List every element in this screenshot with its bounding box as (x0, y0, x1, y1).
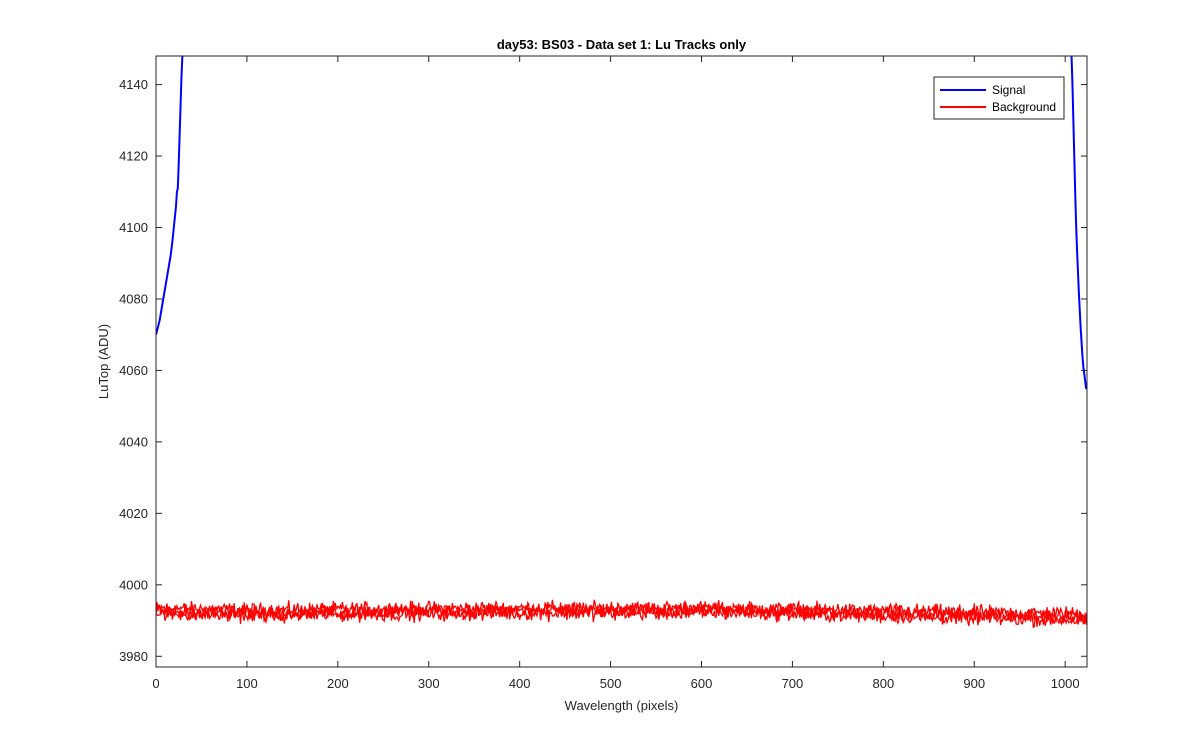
x-tick-label: 400 (509, 676, 531, 691)
x-tick-label: 0 (152, 676, 159, 691)
x-tick-label: 800 (872, 676, 894, 691)
y-axis-title: LuTop (ADU) (96, 324, 111, 399)
y-tick-label: 4000 (119, 577, 148, 592)
y-tick-label: 4040 (119, 434, 148, 449)
x-tick-label: 600 (691, 676, 713, 691)
legend-label-background: Background (992, 100, 1056, 114)
x-axis-title: Wavelength (pixels) (565, 698, 679, 713)
y-tick-label: 4080 (119, 291, 148, 306)
series-layer (156, 56, 1087, 629)
background-trace (156, 599, 1087, 625)
legend-box (933, 76, 1065, 120)
y-tick-label: 4020 (119, 506, 148, 521)
x-tick-label: 500 (600, 676, 622, 691)
y-tick-label: 4060 (119, 363, 148, 378)
y-tick-label: 4100 (119, 220, 148, 235)
x-tick-label: 100 (236, 676, 258, 691)
ticks-layer: 0 100 200 300 400 500 600 700 800 900 1000 3980 4000… (119, 56, 1087, 691)
y-tick-label: 4140 (119, 77, 148, 92)
x-tick-label: 900 (963, 676, 985, 691)
x-tick-label: 300 (418, 676, 440, 691)
legend-label-signal: Signal (992, 83, 1025, 97)
chart-title: day53: BS03 - Data set 1: Lu Tracks only (497, 37, 747, 52)
background-trace (156, 599, 1087, 622)
plot-frame (155, 55, 1088, 668)
legend: Signal Background (933, 76, 1065, 120)
y-tick-label: 3980 (119, 649, 148, 664)
plot-area (156, 56, 1087, 667)
x-tick-label: 700 (782, 676, 804, 691)
y-tick-label: 4120 (119, 149, 148, 164)
signal-trace (1070, 56, 1087, 390)
x-tick-label: 200 (327, 676, 349, 691)
signal-trace (156, 56, 184, 335)
x-tick-label: 1000 (1051, 676, 1080, 691)
